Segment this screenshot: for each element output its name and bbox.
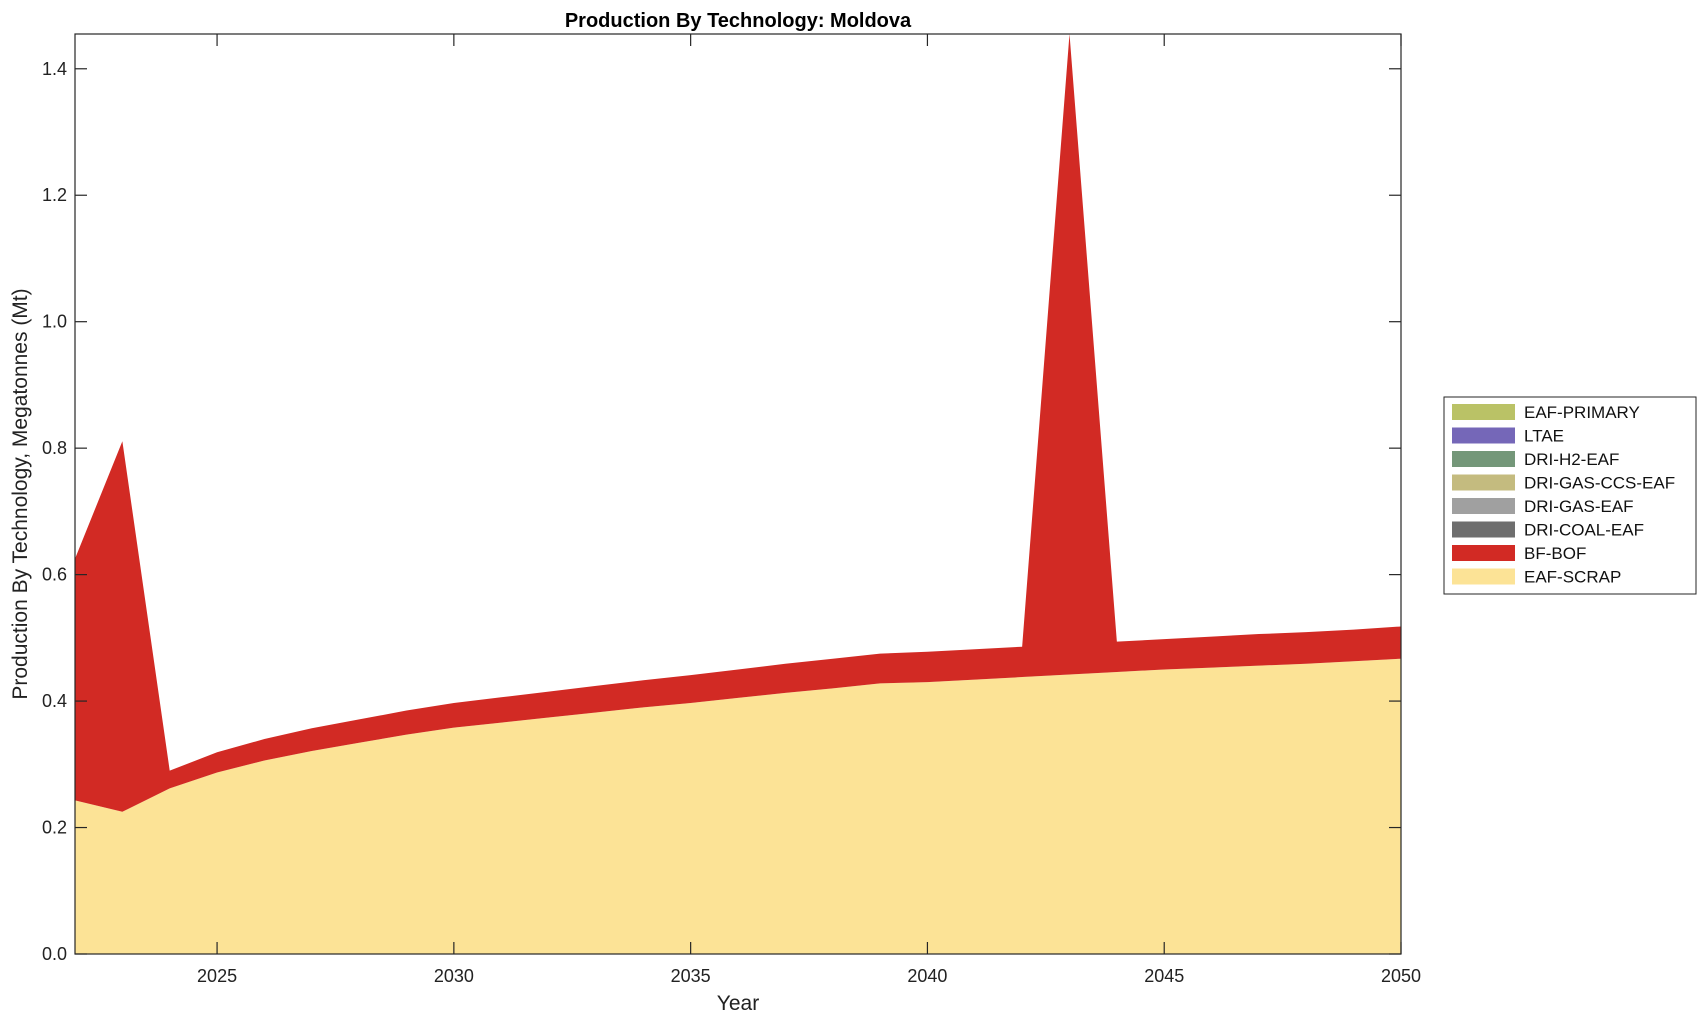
chart-title: Production By Technology: Moldova [565, 10, 912, 32]
y-tick-label: 1.0 [42, 312, 67, 332]
x-tick-label: 2025 [197, 966, 237, 986]
x-axis-label: Year [717, 992, 759, 1015]
legend-swatch-eaf-primary [1452, 404, 1515, 420]
legend-label-dri-gas-ccs-eaf: DRI-GAS-CCS-EAF [1524, 474, 1675, 493]
area-bf-bof [75, 34, 1401, 812]
legend: EAF-PRIMARY LTAE DRI-H2-EAF DRI-GAS-CCS-EAF… [1443, 396, 1697, 595]
legend-swatch-ltae [1452, 427, 1515, 444]
x-tick-label: 2050 [1381, 966, 1421, 986]
legend-swatch-dri-gas-eaf [1452, 498, 1515, 514]
y-tick-label: 0.0 [42, 944, 67, 964]
y-tick-label: 0.4 [42, 691, 67, 711]
legend-label-dri-h2-eaf: DRI-H2-EAF [1524, 450, 1619, 469]
y-tick-label: 0.2 [42, 818, 67, 838]
y-tick-label: 0.6 [42, 565, 67, 585]
legend-swatch-bf-bof [1452, 545, 1515, 561]
y-tick-label: 0.8 [42, 438, 67, 458]
legend-swatch-dri-gas-ccs-eaf [1452, 474, 1515, 491]
plot-areas [75, 34, 1401, 954]
legend-label-dri-gas-eaf: DRI-GAS-EAF [1524, 497, 1634, 516]
x-tick-label: 2030 [434, 966, 474, 986]
legend-box [1443, 396, 1697, 595]
y-tick-label: 1.4 [42, 59, 67, 79]
legend-label-dri-coal-eaf: DRI-COAL-EAF [1524, 521, 1644, 540]
y-tick-label: 1.2 [42, 185, 67, 205]
legend-swatch-eaf-scrap [1452, 568, 1515, 585]
area-eaf-scrap [75, 658, 1401, 954]
legend-label-eaf-primary: EAF-PRIMARY [1524, 403, 1640, 422]
x-tick-label: 2040 [907, 966, 947, 986]
legend-label-ltae: LTAE [1524, 427, 1564, 446]
legend-label-bf-bof: BF-BOF [1524, 544, 1586, 563]
y-axis-label: Production By Technology, Megatonnes (Mt… [9, 288, 32, 699]
x-tick-label: 2045 [1144, 966, 1184, 986]
plot-frame [74, 33, 1402, 955]
legend-swatch-dri-h2-eaf [1452, 451, 1515, 467]
legend-swatch-dri-coal-eaf [1452, 521, 1515, 538]
legend-label-eaf-scrap: EAF-SCRAP [1524, 568, 1621, 587]
x-tick-label: 2035 [671, 966, 711, 986]
